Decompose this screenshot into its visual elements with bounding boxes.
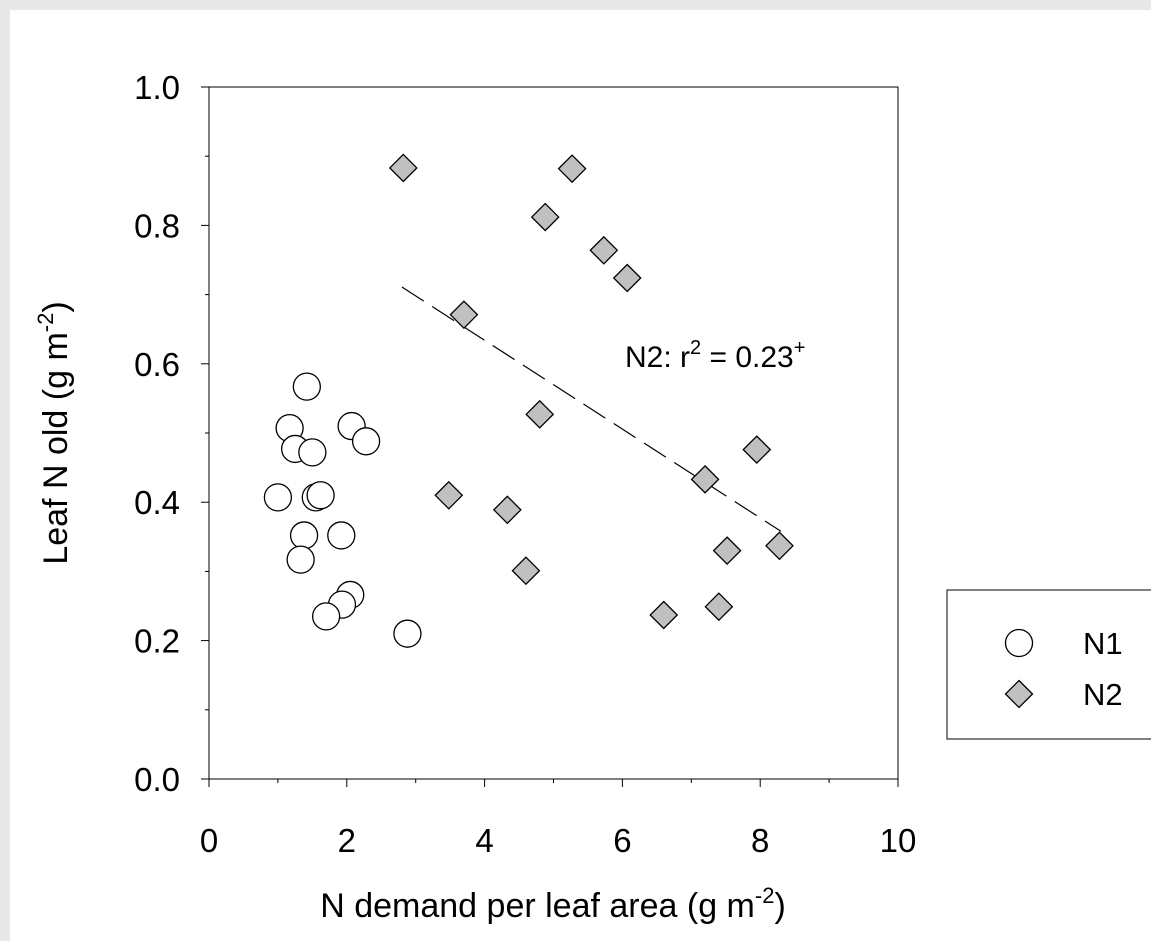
n1-point [313,603,340,630]
y-tick-label: 0.2 [134,623,180,660]
legend-label-n1: N1 [1083,626,1123,661]
x-tick-label: 2 [338,822,356,859]
x-tick-label: 0 [200,822,218,859]
x-tick-label: 10 [880,822,917,859]
legend-label-n2: N2 [1083,677,1123,712]
n1-point [353,428,380,455]
y-axis-label: Leaf N old (g m-2) [33,301,75,564]
r-squared-annotation: N2: r2 = 0.23+ [625,337,805,374]
x-tick-label: 8 [751,822,769,859]
n1-point [328,522,355,549]
legend-box [947,590,1151,739]
y-tick-label: 0.0 [134,761,180,798]
legend-marker-n1 [1006,630,1033,657]
y-tick-label: 0.4 [134,484,180,521]
n1-point [394,620,421,647]
y-tick-label: 1.0 [134,69,180,106]
y-tick-label: 0.8 [134,207,180,244]
x-tick-label: 4 [475,822,493,859]
x-axis-label: N demand per leaf area (g m-2) [320,883,786,925]
n1-point [299,439,326,466]
n1-point [291,522,318,549]
n1-point [264,484,291,511]
n1-point [293,373,320,400]
n1-point [287,546,314,573]
n1-point [307,482,334,509]
chart-background [10,10,1151,941]
x-tick-label: 6 [613,822,631,859]
y-tick-label: 0.6 [134,346,180,383]
